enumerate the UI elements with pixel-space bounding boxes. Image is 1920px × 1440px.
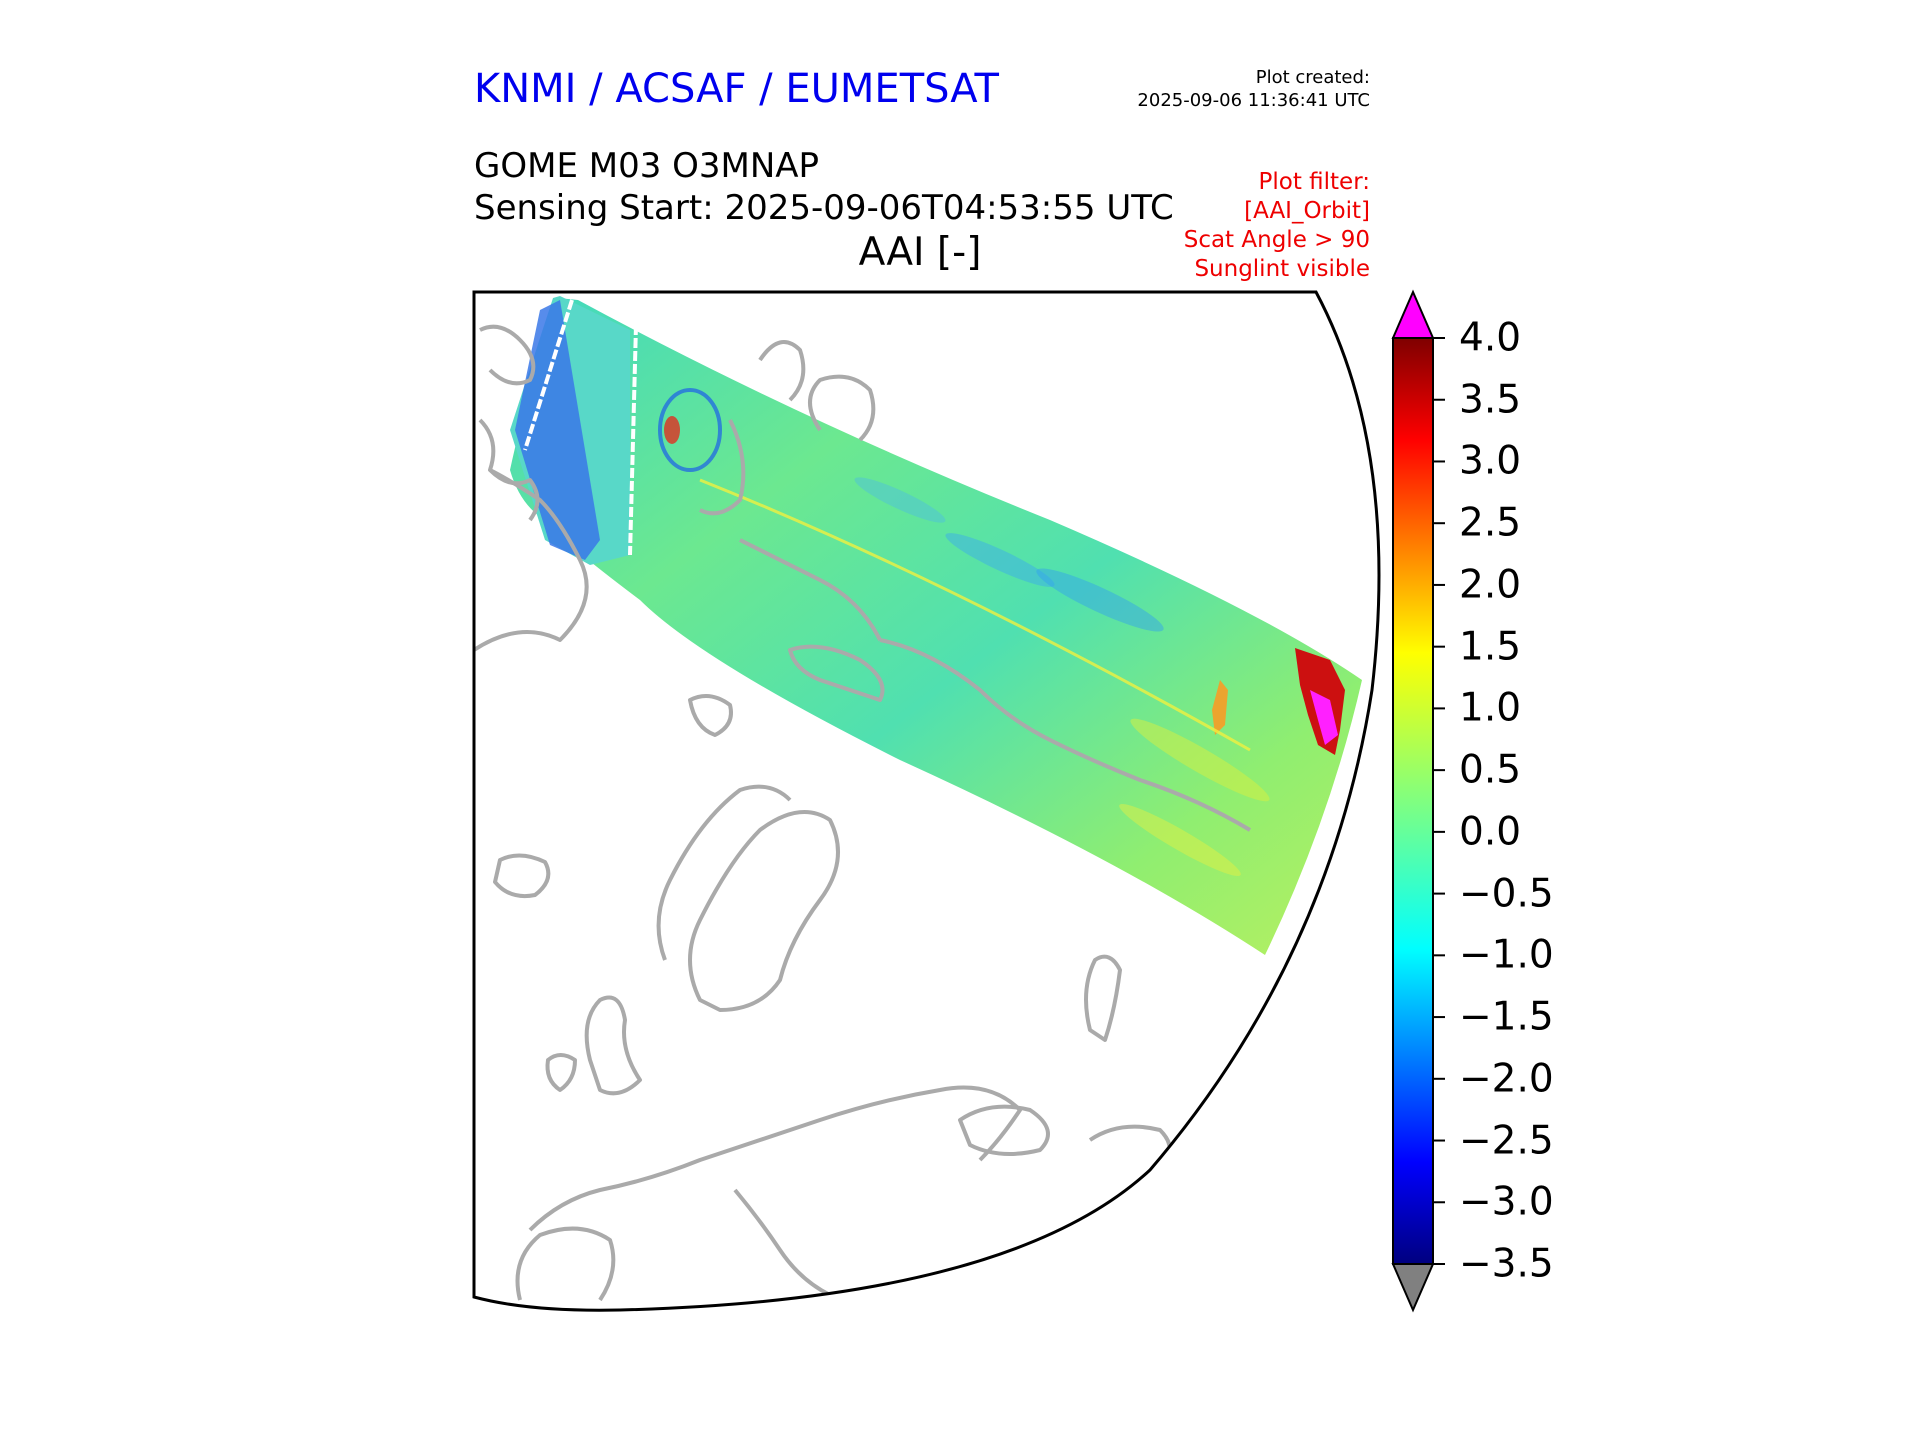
colorbar-tick-label: 3.0: [1459, 438, 1522, 484]
colorbar-tick-label: 0.0: [1459, 809, 1522, 855]
colorbar-gradient: [1392, 337, 1434, 1265]
colorbar-tick-label: −2.5: [1459, 1118, 1554, 1164]
coast-ireland: [545, 1053, 577, 1092]
colorbar-tick-label: 2.5: [1459, 500, 1522, 546]
colorbar-tick-label: 2.0: [1459, 562, 1522, 608]
coast-siberia-east: [758, 340, 806, 402]
coast-britain: [584, 995, 642, 1096]
colorbar-tick-label: 0.5: [1459, 747, 1522, 793]
coast-iberia: [515, 1226, 616, 1302]
sensing-start: Sensing Start: 2025-09-06T04:53:55 UTC: [474, 188, 1174, 228]
coast-caspian: [1084, 954, 1122, 1042]
coast-arctic-chain: [699, 419, 746, 516]
colorbar-tick-label: −3.0: [1459, 1179, 1554, 1225]
colorbar-tick-label: −3.5: [1459, 1241, 1554, 1287]
product-title: GOME M03 O3MNAP: [474, 146, 820, 186]
colorbar-under-triangle: [1391, 1263, 1435, 1313]
track-line: [699, 478, 1251, 752]
coast-canada-islands: [478, 418, 540, 522]
coast-iceland: [493, 853, 551, 899]
organisation-title: KNMI / ACSAF / EUMETSAT: [474, 66, 999, 112]
colorbar-tick-label: −1.0: [1459, 932, 1554, 978]
map-area: [474, 296, 1362, 1302]
coast-scandinavia: [688, 810, 840, 1012]
colorbar: [1391, 289, 1445, 1313]
colorbar-over-triangle: [1391, 289, 1435, 339]
plot-filter-line: [AAI_Orbit]: [1244, 198, 1370, 224]
swath-gap: [523, 299, 574, 451]
coast-norway: [656, 784, 792, 961]
coast-svalbard: [688, 694, 733, 737]
colorbar-ticks: [1433, 337, 1445, 1265]
coast-middle-east: [1088, 1124, 1172, 1172]
colorbar-tick-label: 1.0: [1459, 685, 1522, 731]
colorbar-tick-label: 3.5: [1459, 377, 1522, 423]
colorbar-tick-label: 1.5: [1459, 624, 1522, 670]
colorbar-tick-label: 4.0: [1459, 315, 1522, 361]
plot-filter-line: Sunglint visible: [1194, 256, 1370, 282]
coast-alaska: [479, 324, 536, 386]
coastlines: [474, 324, 1252, 1302]
map-frame: [472, 290, 1381, 1312]
coast-italy: [733, 1188, 831, 1297]
coast-novaya-zemlya: [788, 644, 885, 702]
quantity-title: AAI [-]: [858, 230, 982, 275]
plot-filter: Plot filter: [AAI_Orbit] Scat Angle > 90…: [1184, 168, 1370, 284]
aai-swath: [510, 298, 1362, 955]
coast-russia-north: [879, 638, 1252, 832]
coast-greenland: [474, 468, 589, 652]
colorbar-tick-label: −2.0: [1459, 1056, 1554, 1102]
swath-gap: [628, 324, 638, 556]
colorbar-tick-label: −1.5: [1459, 994, 1554, 1040]
plot-filter-line: Scat Angle > 90: [1183, 227, 1370, 253]
colorbar-tick-label: −0.5: [1459, 871, 1554, 917]
plot-created: Plot created: 2025-09-06 11:36:41 UTC: [1137, 66, 1370, 112]
aai-speckles: [658, 388, 1270, 877]
plot-filter-title: Plot filter:: [1258, 169, 1370, 195]
coast-europe-mainland: [528, 1085, 1022, 1232]
coast-taymyr: [808, 374, 876, 442]
plot-created-label: Plot created:: [1255, 67, 1370, 88]
plot-created-value: 2025-09-06 11:36:41 UTC: [1137, 90, 1370, 111]
coast-black-sea: [958, 1104, 1050, 1156]
high-aai-plume: [1212, 648, 1345, 755]
coast-siberia: [739, 538, 882, 641]
